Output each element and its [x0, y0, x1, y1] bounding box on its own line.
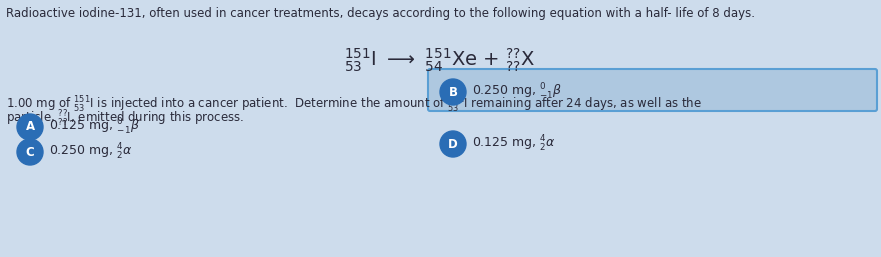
- Text: 0.125 mg, $^{4}_{2}\alpha$: 0.125 mg, $^{4}_{2}\alpha$: [472, 134, 556, 154]
- Text: 1.00 mg of $^{151}_{53}$I is injected into a cancer patient.  Determine the amou: 1.00 mg of $^{151}_{53}$I is injected in…: [6, 95, 702, 115]
- Text: 0.250 mg, $^{4}_{2}\alpha$: 0.250 mg, $^{4}_{2}\alpha$: [49, 142, 132, 162]
- Text: $^{151}_{53}$I $\longrightarrow$ $^{151}_{54}$Xe + $^{??}_{??}$X: $^{151}_{53}$I $\longrightarrow$ $^{151}…: [344, 47, 536, 74]
- Text: Radioactive iodine-131, often used in cancer treatments, decays according to the: Radioactive iodine-131, often used in ca…: [6, 7, 755, 20]
- Text: particle, $^{??}_{??}$I, emitted during this process.: particle, $^{??}_{??}$I, emitted during …: [6, 109, 244, 129]
- Text: D: D: [448, 137, 458, 151]
- Text: 0.250 mg, $^{0}_{-1}\beta$: 0.250 mg, $^{0}_{-1}\beta$: [472, 82, 562, 102]
- Text: B: B: [448, 86, 457, 98]
- Text: 0.125 mg, $^{0}_{-1}\beta$: 0.125 mg, $^{0}_{-1}\beta$: [49, 117, 140, 137]
- Text: C: C: [26, 145, 34, 159]
- Circle shape: [17, 139, 43, 165]
- FancyBboxPatch shape: [428, 69, 877, 111]
- Circle shape: [17, 114, 43, 140]
- Circle shape: [440, 131, 466, 157]
- Circle shape: [440, 79, 466, 105]
- Text: A: A: [26, 121, 34, 133]
